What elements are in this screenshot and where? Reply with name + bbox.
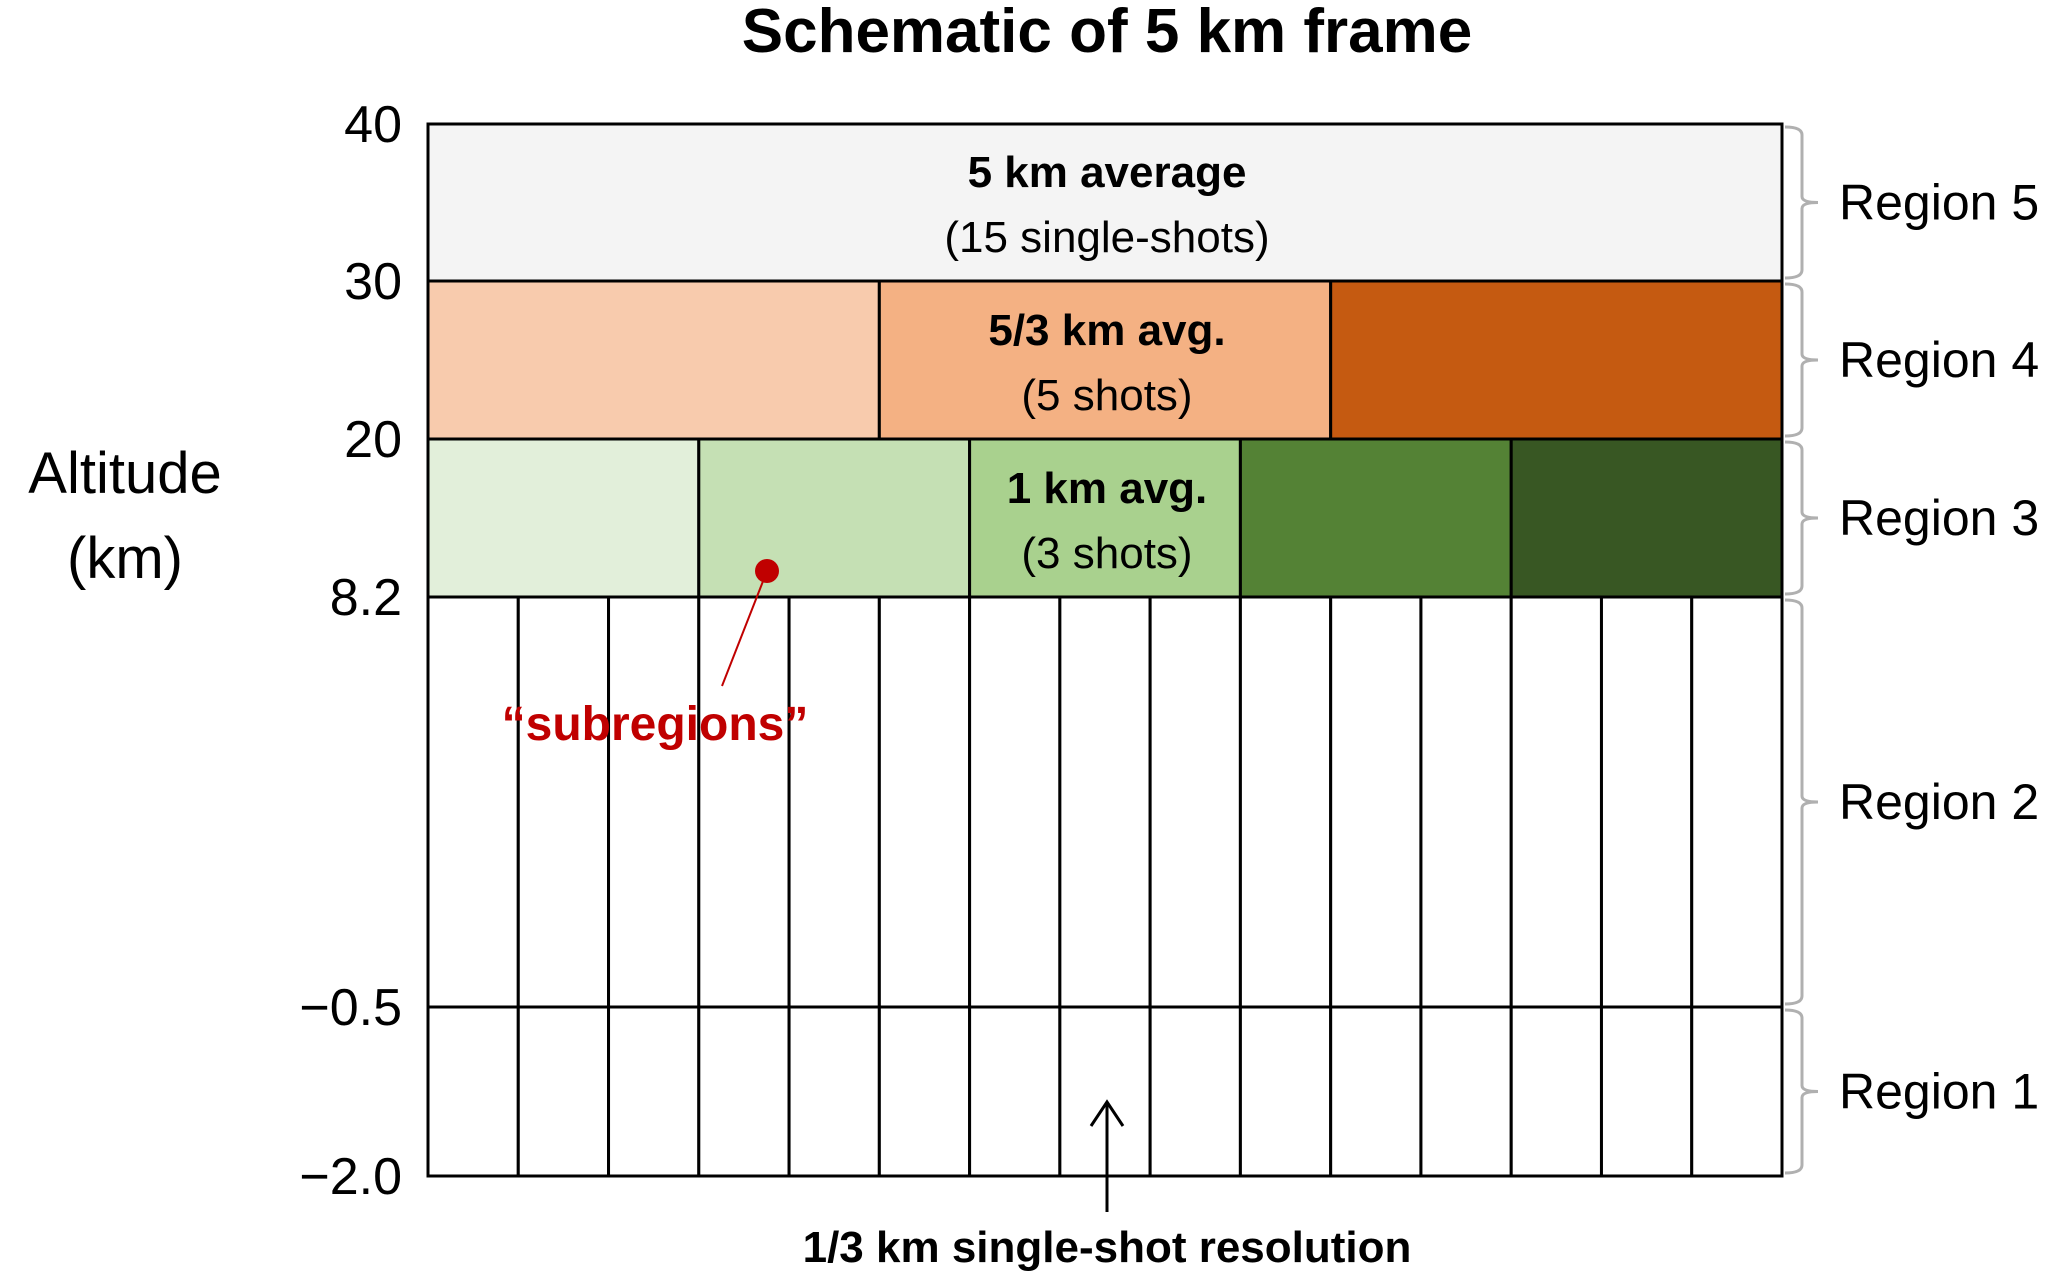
subregions-label: “subregions” <box>502 698 809 751</box>
region-label: Region 5 <box>1839 175 2039 231</box>
region-bracket <box>1784 440 1819 596</box>
region2-cell <box>516 595 611 1009</box>
region5-label: 5 km average <box>968 148 1247 197</box>
region3-label: 1 km avg. <box>1007 464 1208 513</box>
subregion-marker-dot <box>755 559 779 583</box>
region-bracket <box>1784 598 1819 1006</box>
region-bracket <box>1784 125 1819 280</box>
y-tick-label: −2.0 <box>299 1148 402 1206</box>
region4-cell <box>1329 279 1784 441</box>
y-tick-label: 20 <box>344 411 402 469</box>
region3-sublabel: (3 shots) <box>1021 529 1192 578</box>
region1-cell <box>1058 1005 1152 1178</box>
region1-cell <box>877 1005 972 1178</box>
region2-cell <box>1419 595 1513 1009</box>
region4-cell <box>877 279 1333 441</box>
region1-cell <box>607 1005 701 1178</box>
region1-cell <box>1509 1005 1603 1178</box>
region-label: Region 4 <box>1839 332 2039 388</box>
region1-cell <box>968 1005 1062 1178</box>
region1-cell <box>516 1005 611 1178</box>
y-tick-label: −0.5 <box>299 979 402 1037</box>
y-tick-label: 30 <box>344 253 402 311</box>
region2-cell <box>607 595 701 1009</box>
single-shot-label: 1/3 km single-shot resolution <box>803 1223 1412 1272</box>
region4-cell <box>426 279 881 441</box>
region1-cell <box>1419 1005 1513 1178</box>
region1-cell <box>1690 1005 1784 1178</box>
region2-cell <box>968 595 1062 1009</box>
region3-cell <box>1509 437 1784 599</box>
region5-cell <box>426 122 1784 283</box>
region1-cell <box>1329 1005 1423 1178</box>
region2-cell <box>1690 595 1784 1009</box>
y-axis-label-line2: (km) <box>67 526 183 591</box>
region2-cell <box>1058 595 1152 1009</box>
region1-cell <box>1238 1005 1333 1178</box>
y-tick-label: 8.2 <box>330 569 402 627</box>
region2-cell <box>426 595 520 1009</box>
region1-cell <box>697 1005 791 1178</box>
region4-sublabel: (5 shots) <box>1021 371 1192 420</box>
region1-cell <box>787 1005 881 1178</box>
region-label: Region 1 <box>1839 1064 2039 1120</box>
title: Schematic of 5 km frame <box>742 0 1473 66</box>
y-axis-label-line1: Altitude <box>28 441 221 506</box>
region4-label: 5/3 km avg. <box>988 306 1225 355</box>
region-label: Region 2 <box>1839 774 2039 830</box>
region2-cell <box>1329 595 1423 1009</box>
arrow-head <box>1089 1099 1125 1127</box>
region2-cell <box>877 595 972 1009</box>
region5-sublabel: (15 single-shots) <box>944 213 1269 262</box>
region2-cell <box>1599 595 1694 1009</box>
region-bracket <box>1784 1008 1819 1175</box>
region3-cell <box>1238 437 1513 599</box>
region1-cell <box>426 1005 520 1178</box>
region2-cell <box>1148 595 1242 1009</box>
region3-cell <box>968 437 1242 599</box>
region3-cell <box>426 437 701 599</box>
region1-cell <box>1148 1005 1242 1178</box>
region1-cell <box>1599 1005 1694 1178</box>
region-bracket <box>1784 282 1819 438</box>
region-label: Region 3 <box>1839 490 2039 546</box>
y-tick-label: 40 <box>344 96 402 154</box>
region2-cell <box>1509 595 1603 1009</box>
region2-cell <box>697 595 791 1009</box>
region2-cell <box>787 595 881 1009</box>
region2-cell <box>1238 595 1333 1009</box>
region3-cell <box>697 437 972 599</box>
subregion-pointer-line <box>721 570 768 687</box>
